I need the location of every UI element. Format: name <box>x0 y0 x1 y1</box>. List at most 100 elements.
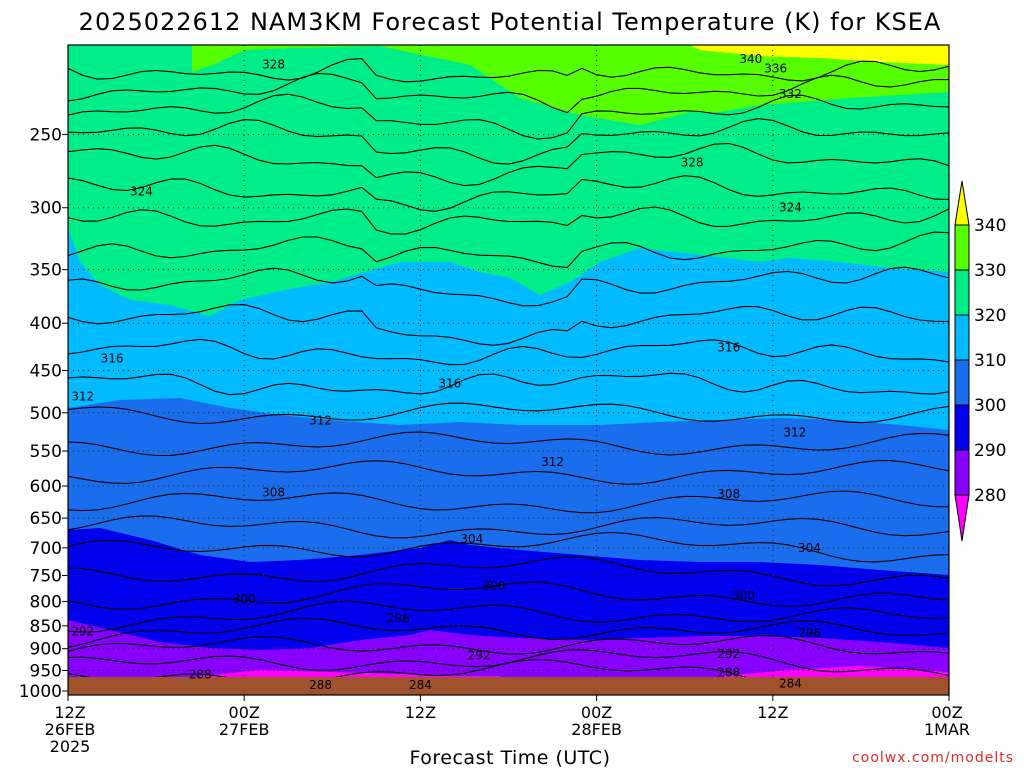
colorbar-segment <box>954 359 970 406</box>
contour-label: 284 <box>409 678 432 692</box>
x-tick-label: 28FEB <box>571 720 622 739</box>
contour-label: 332 <box>779 87 802 101</box>
contour-line <box>68 58 949 83</box>
chart-title: 2025022612 NAM3KM Forecast Potential Tem… <box>79 8 942 36</box>
x-tick-label: 00Z <box>229 703 260 722</box>
contour-label: 288 <box>189 668 212 682</box>
colorbar-label: 330 <box>974 261 1006 281</box>
contour-label: 312 <box>783 425 806 439</box>
contour-label: 324 <box>779 201 802 215</box>
contour-label: 316 <box>717 341 740 355</box>
contour-label: 304 <box>798 541 821 555</box>
y-tick-label: 750 <box>30 567 62 587</box>
contour-label: 312 <box>309 414 332 428</box>
contour-label: 300 <box>233 592 256 606</box>
y-tick-label: 1000 <box>19 682 62 702</box>
colorbar: 340 330 320 310 300 290 280 <box>954 180 1006 542</box>
x-tick-label: 00Z <box>581 703 612 722</box>
contour-line <box>68 142 949 187</box>
colorbar-label: 340 <box>974 216 1006 236</box>
grid-lines <box>68 45 949 695</box>
y-tick-label: 600 <box>30 477 62 497</box>
contour-label: 336 <box>764 61 787 75</box>
contour-line <box>68 531 949 563</box>
x-tick-label: 2025 <box>50 737 91 756</box>
y-tick-label: 550 <box>30 442 62 462</box>
contour-label: 292 <box>717 647 740 661</box>
contour-line <box>68 372 949 396</box>
contour-label: 296 <box>387 612 410 626</box>
contour-label: 288 <box>717 666 740 680</box>
contour-line <box>68 266 949 307</box>
y-axis: 250 300 350 400 450 500 550 600 650 700 750 800 850 9… <box>19 126 68 702</box>
y-tick-label: 500 <box>30 404 62 424</box>
contour-label: 312 <box>541 455 564 469</box>
colorbar-bottom-arrow <box>954 494 970 542</box>
contour-label: 328 <box>262 58 285 72</box>
contour-line <box>68 72 949 114</box>
y-tick-label: 950 <box>30 661 62 681</box>
contour-label: 292 <box>468 648 491 662</box>
contour-line <box>68 490 949 514</box>
contour-line <box>68 206 949 235</box>
contour-label: 304 <box>460 532 483 546</box>
ground-surface <box>68 677 949 695</box>
contour-line <box>68 600 949 633</box>
contour-line <box>68 93 949 140</box>
colorbar-label: 320 <box>974 306 1006 326</box>
y-tick-label: 300 <box>30 199 62 219</box>
contour-line <box>68 175 949 212</box>
y-tick-label: 850 <box>30 617 62 637</box>
x-tick-label: 26FEB <box>45 720 96 739</box>
contour-line <box>68 581 949 610</box>
contour-label: 340 <box>739 52 762 66</box>
y-tick-label: 700 <box>30 539 62 559</box>
contour-label: 296 <box>798 626 821 640</box>
contour-line <box>68 460 949 485</box>
colorbar-segment <box>954 224 970 271</box>
contour-line <box>68 118 949 165</box>
contour-label: 308 <box>717 487 740 501</box>
y-tick-label: 800 <box>30 592 62 612</box>
contour-label: 312 <box>71 389 94 403</box>
colorbar-segment <box>954 449 970 496</box>
x-tick-label: 12Z <box>757 703 788 722</box>
y-tick-label: 450 <box>30 361 62 381</box>
x-tick-label: 27FEB <box>219 720 270 739</box>
contour-line <box>68 338 949 366</box>
contour-line <box>68 304 949 346</box>
band-330-340 <box>192 45 949 125</box>
x-tick-label: 1MAR <box>924 720 970 739</box>
contour-lines <box>68 58 949 689</box>
x-tick-label: 00Z <box>931 703 962 722</box>
colorbar-label: 300 <box>974 396 1006 416</box>
contour-label: 292 <box>71 624 94 638</box>
y-tick-label: 650 <box>30 509 62 529</box>
x-axis-label: Forecast Time (UTC) <box>410 747 611 768</box>
contour-label: 284 <box>779 677 802 691</box>
credit-text: coolwx.com/modelts <box>852 750 1014 766</box>
x-tick-label: 12Z <box>405 703 436 722</box>
contour-line <box>68 231 949 269</box>
contour-line <box>68 515 949 539</box>
contour-line <box>68 402 949 425</box>
colorbar-label: 290 <box>974 441 1006 461</box>
colorbar-segment <box>954 269 970 316</box>
colorbar-segment <box>954 314 970 361</box>
contour-line <box>68 635 949 655</box>
band-above-340 <box>690 45 949 65</box>
y-tick-label: 350 <box>30 261 62 281</box>
colorbar-label: 310 <box>974 351 1006 371</box>
contour-label: 300 <box>482 579 505 593</box>
y-tick-label: 250 <box>30 126 62 146</box>
contour-line <box>68 556 949 587</box>
contour-label: 316 <box>438 377 461 391</box>
contour-label: 288 <box>309 678 332 692</box>
colorbar-top-arrow <box>954 180 970 226</box>
x-tick-label: 12Z <box>54 703 85 722</box>
contour-label: 308 <box>262 486 285 500</box>
colorbar-segment <box>954 404 970 451</box>
